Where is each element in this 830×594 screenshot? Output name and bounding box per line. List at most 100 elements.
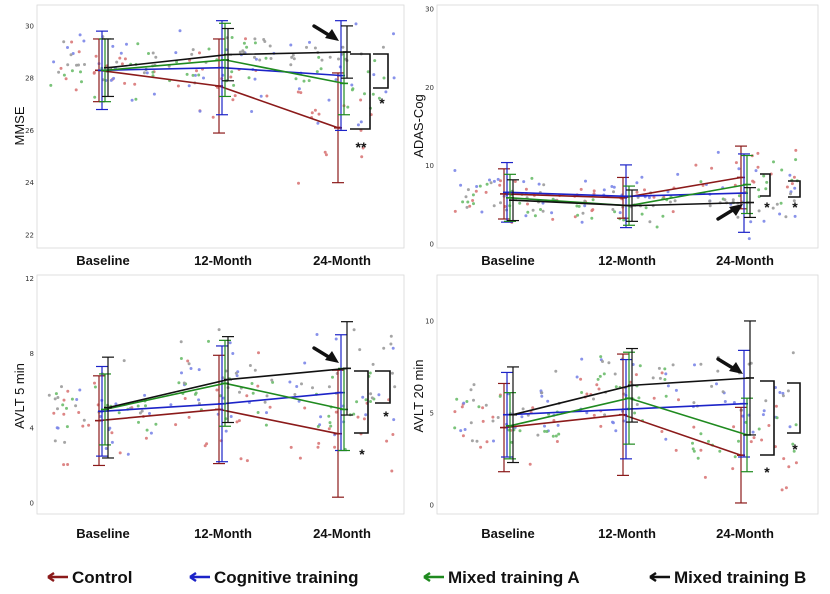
scatter-point <box>543 429 547 433</box>
scatter-point <box>323 150 327 154</box>
scatter-point <box>590 216 594 220</box>
scatter-point <box>327 98 331 102</box>
scatter-points <box>49 22 396 185</box>
scatter-point <box>485 182 489 186</box>
scatter-point <box>264 56 268 60</box>
scatter-point <box>602 188 606 192</box>
scatter-point <box>603 413 607 417</box>
scatter-point <box>472 383 476 387</box>
scatter-point <box>373 59 377 63</box>
scatter-point <box>692 449 696 453</box>
scatter-point <box>319 67 323 71</box>
scatter-point <box>579 377 583 381</box>
scatter-point <box>308 40 311 44</box>
scatter-point <box>317 112 321 116</box>
scatter-point <box>475 185 479 188</box>
scatter-point <box>145 71 149 75</box>
scatter-point <box>733 455 737 459</box>
scatter-point <box>93 381 96 385</box>
scatter-point <box>737 194 741 198</box>
scatter-point <box>546 399 550 403</box>
scatter-point <box>752 436 756 440</box>
scatter-point <box>262 38 266 41</box>
scatter-point <box>300 382 303 386</box>
scatter-point <box>230 36 234 39</box>
scatter-point <box>640 175 644 179</box>
scatter-point <box>794 158 798 162</box>
scatter-point <box>148 412 151 415</box>
scatter-point <box>182 381 186 385</box>
scatter-point <box>122 359 126 363</box>
significance-bracket <box>375 370 391 404</box>
scatter-point <box>477 405 481 409</box>
scatter-point <box>644 206 648 210</box>
scatter-point <box>62 73 66 77</box>
scatter-point <box>149 431 153 435</box>
scatter-point <box>660 430 664 433</box>
scatter-point <box>302 79 306 83</box>
scatter-point <box>327 385 331 389</box>
scatter-point <box>151 51 155 55</box>
scatter-point <box>315 70 319 74</box>
scatter-point <box>177 381 181 385</box>
scatter-point <box>74 88 78 92</box>
scatter-points <box>453 148 799 241</box>
scatter-point <box>677 398 680 402</box>
scatter-point <box>62 463 66 467</box>
scatter-point <box>366 70 370 74</box>
scatter-point <box>253 368 257 372</box>
y-tick-label: 0 <box>430 241 434 249</box>
scatter-point <box>49 83 53 87</box>
scatter-point <box>463 428 467 431</box>
scatter-point <box>289 43 293 47</box>
series-mixed-training-b <box>507 320 756 464</box>
scatter-point <box>731 198 735 202</box>
scatter-point <box>377 96 381 100</box>
scatter-point <box>389 334 393 338</box>
scatter-point <box>775 202 779 206</box>
scatter-point <box>110 431 114 435</box>
scatter-point <box>545 430 549 433</box>
scatter-point <box>237 419 241 423</box>
scatter-point <box>134 97 138 101</box>
scatter-point <box>311 386 314 390</box>
scatter-point <box>749 440 753 444</box>
scatter-point <box>635 190 639 194</box>
scatter-point <box>751 430 755 434</box>
scatter-point <box>747 237 751 241</box>
scatter-point <box>522 180 526 184</box>
scatter-point <box>634 373 638 377</box>
scatter-point <box>530 176 534 180</box>
scatter-point <box>368 371 372 375</box>
scatter-point <box>788 173 792 177</box>
scatter-point <box>581 211 585 215</box>
scatter-point <box>142 71 146 75</box>
scatter-point <box>533 214 537 218</box>
scatter-point <box>792 175 796 179</box>
significance-bracket <box>760 380 775 456</box>
scatter-point <box>364 413 368 417</box>
scatter-point <box>54 392 58 396</box>
scatter-point <box>499 179 502 183</box>
scatter-point <box>788 425 792 429</box>
scatter-point <box>290 55 294 59</box>
scatter-point <box>492 179 496 183</box>
scatter-point <box>692 425 696 429</box>
scatter-point <box>147 52 150 55</box>
scatter-point <box>772 160 775 164</box>
scatter-point <box>499 201 502 205</box>
scatter-point <box>782 457 786 461</box>
scatter-point <box>359 120 363 124</box>
scatter-point <box>66 463 70 466</box>
scatter-point <box>110 440 114 444</box>
scatter-point <box>597 387 601 391</box>
scatter-point <box>652 396 656 400</box>
scatter-point <box>556 423 560 427</box>
scatter-point <box>259 94 263 98</box>
scatter-point <box>461 200 465 204</box>
scatter-point <box>316 121 320 125</box>
scatter-point <box>598 374 602 378</box>
scatter-point <box>319 415 323 419</box>
scatter-point <box>536 433 540 437</box>
scatter-point <box>539 208 542 211</box>
